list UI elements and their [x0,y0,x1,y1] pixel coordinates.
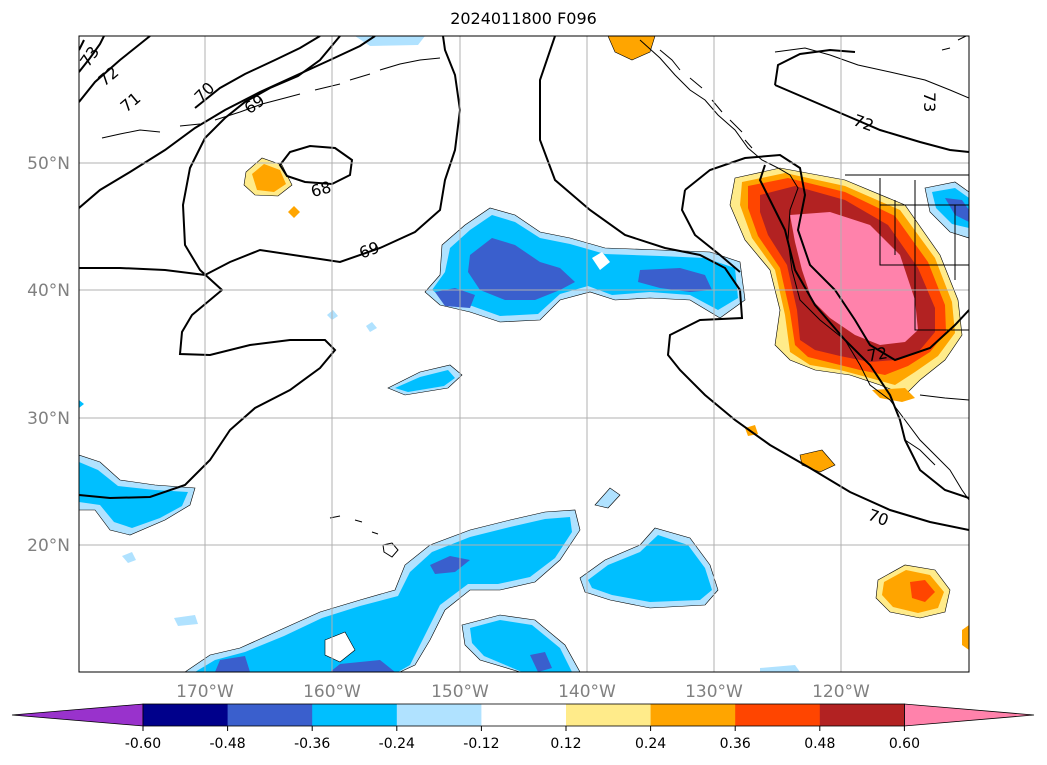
colorbar-frame [142,703,905,727]
colorbar-tick-label: -0.60 [125,736,161,752]
colorbar: -0.60 -0.48 -0.36 -0.24 -0.12 0.12 0.24 0.36 0.4… [11,703,1035,752]
lat-label-30n: 30°N [27,409,70,429]
colorbar-segment-4 [396,704,482,726]
lon-label-140w: 140°W [558,682,616,702]
colorbar-tick-label: -0.48 [209,736,245,752]
latitude-labels: 50°N 40°N 30°N 20°N [27,154,70,556]
colorbar-extend-high [904,703,1035,727]
positive-anomaly-mexico [745,425,969,650]
lat-label-40n: 40°N [27,281,70,301]
colorbar-tick-label: 0.48 [804,736,835,752]
negative-anomaly-small [79,36,621,626]
negative-anomaly-central-pacific [424,207,746,323]
lat-label-20n: 20°N [27,536,70,556]
lon-label-120w: 120°W [812,682,870,702]
lon-label-170w: 170°W [176,682,234,702]
colorbar-segment-6 [566,704,652,726]
colorbar-tick-label: -0.12 [463,736,499,752]
colorbar-extend-low [11,703,144,727]
colorbar-tick-label: 0.36 [720,736,751,752]
colorbar-segment-8 [735,704,821,726]
positive-anomaly-west-coast [729,167,963,402]
positive-anomaly-alaska [607,36,656,61]
colorbar-segment-3 [312,704,398,726]
contour-label-73-east: 73 [920,92,939,112]
lat-label-50n: 50°N [27,154,70,174]
colorbar-segment-1 [143,704,229,726]
lon-label-160w: 160°W [303,682,361,702]
contour-label-68: 68 [309,177,334,201]
negative-anomaly-bottom [184,509,800,672]
lon-label-150w: 150°W [431,682,489,702]
positive-anomaly-small-west [243,157,300,218]
map-frame [78,35,970,673]
negative-anomaly-interior [924,181,969,239]
colorbar-segment-5 [481,704,567,726]
map-title: 2024011800 F096 [450,9,597,28]
colorbar-segment-9 [819,704,905,726]
colorbar-segment-7 [650,704,736,726]
colorbar-tick-label: 0.24 [635,736,666,752]
negative-anomaly-lower-left [79,454,196,536]
colorbar-segment-2 [227,704,313,726]
colorbar-tick-label: -0.36 [294,736,330,752]
graticule [79,36,969,672]
longitude-labels: 170°W 160°W 150°W 140°W 130°W 120°W [176,682,870,702]
colorbar-tick-label: 0.12 [550,736,581,752]
lon-label-130w: 130°W [685,682,743,702]
colorbar-tick-label: -0.24 [379,736,415,752]
contour-label-72-south: 72 [866,343,889,365]
height-contours [79,36,969,531]
colorbar-tick-label: 0.60 [889,736,920,752]
